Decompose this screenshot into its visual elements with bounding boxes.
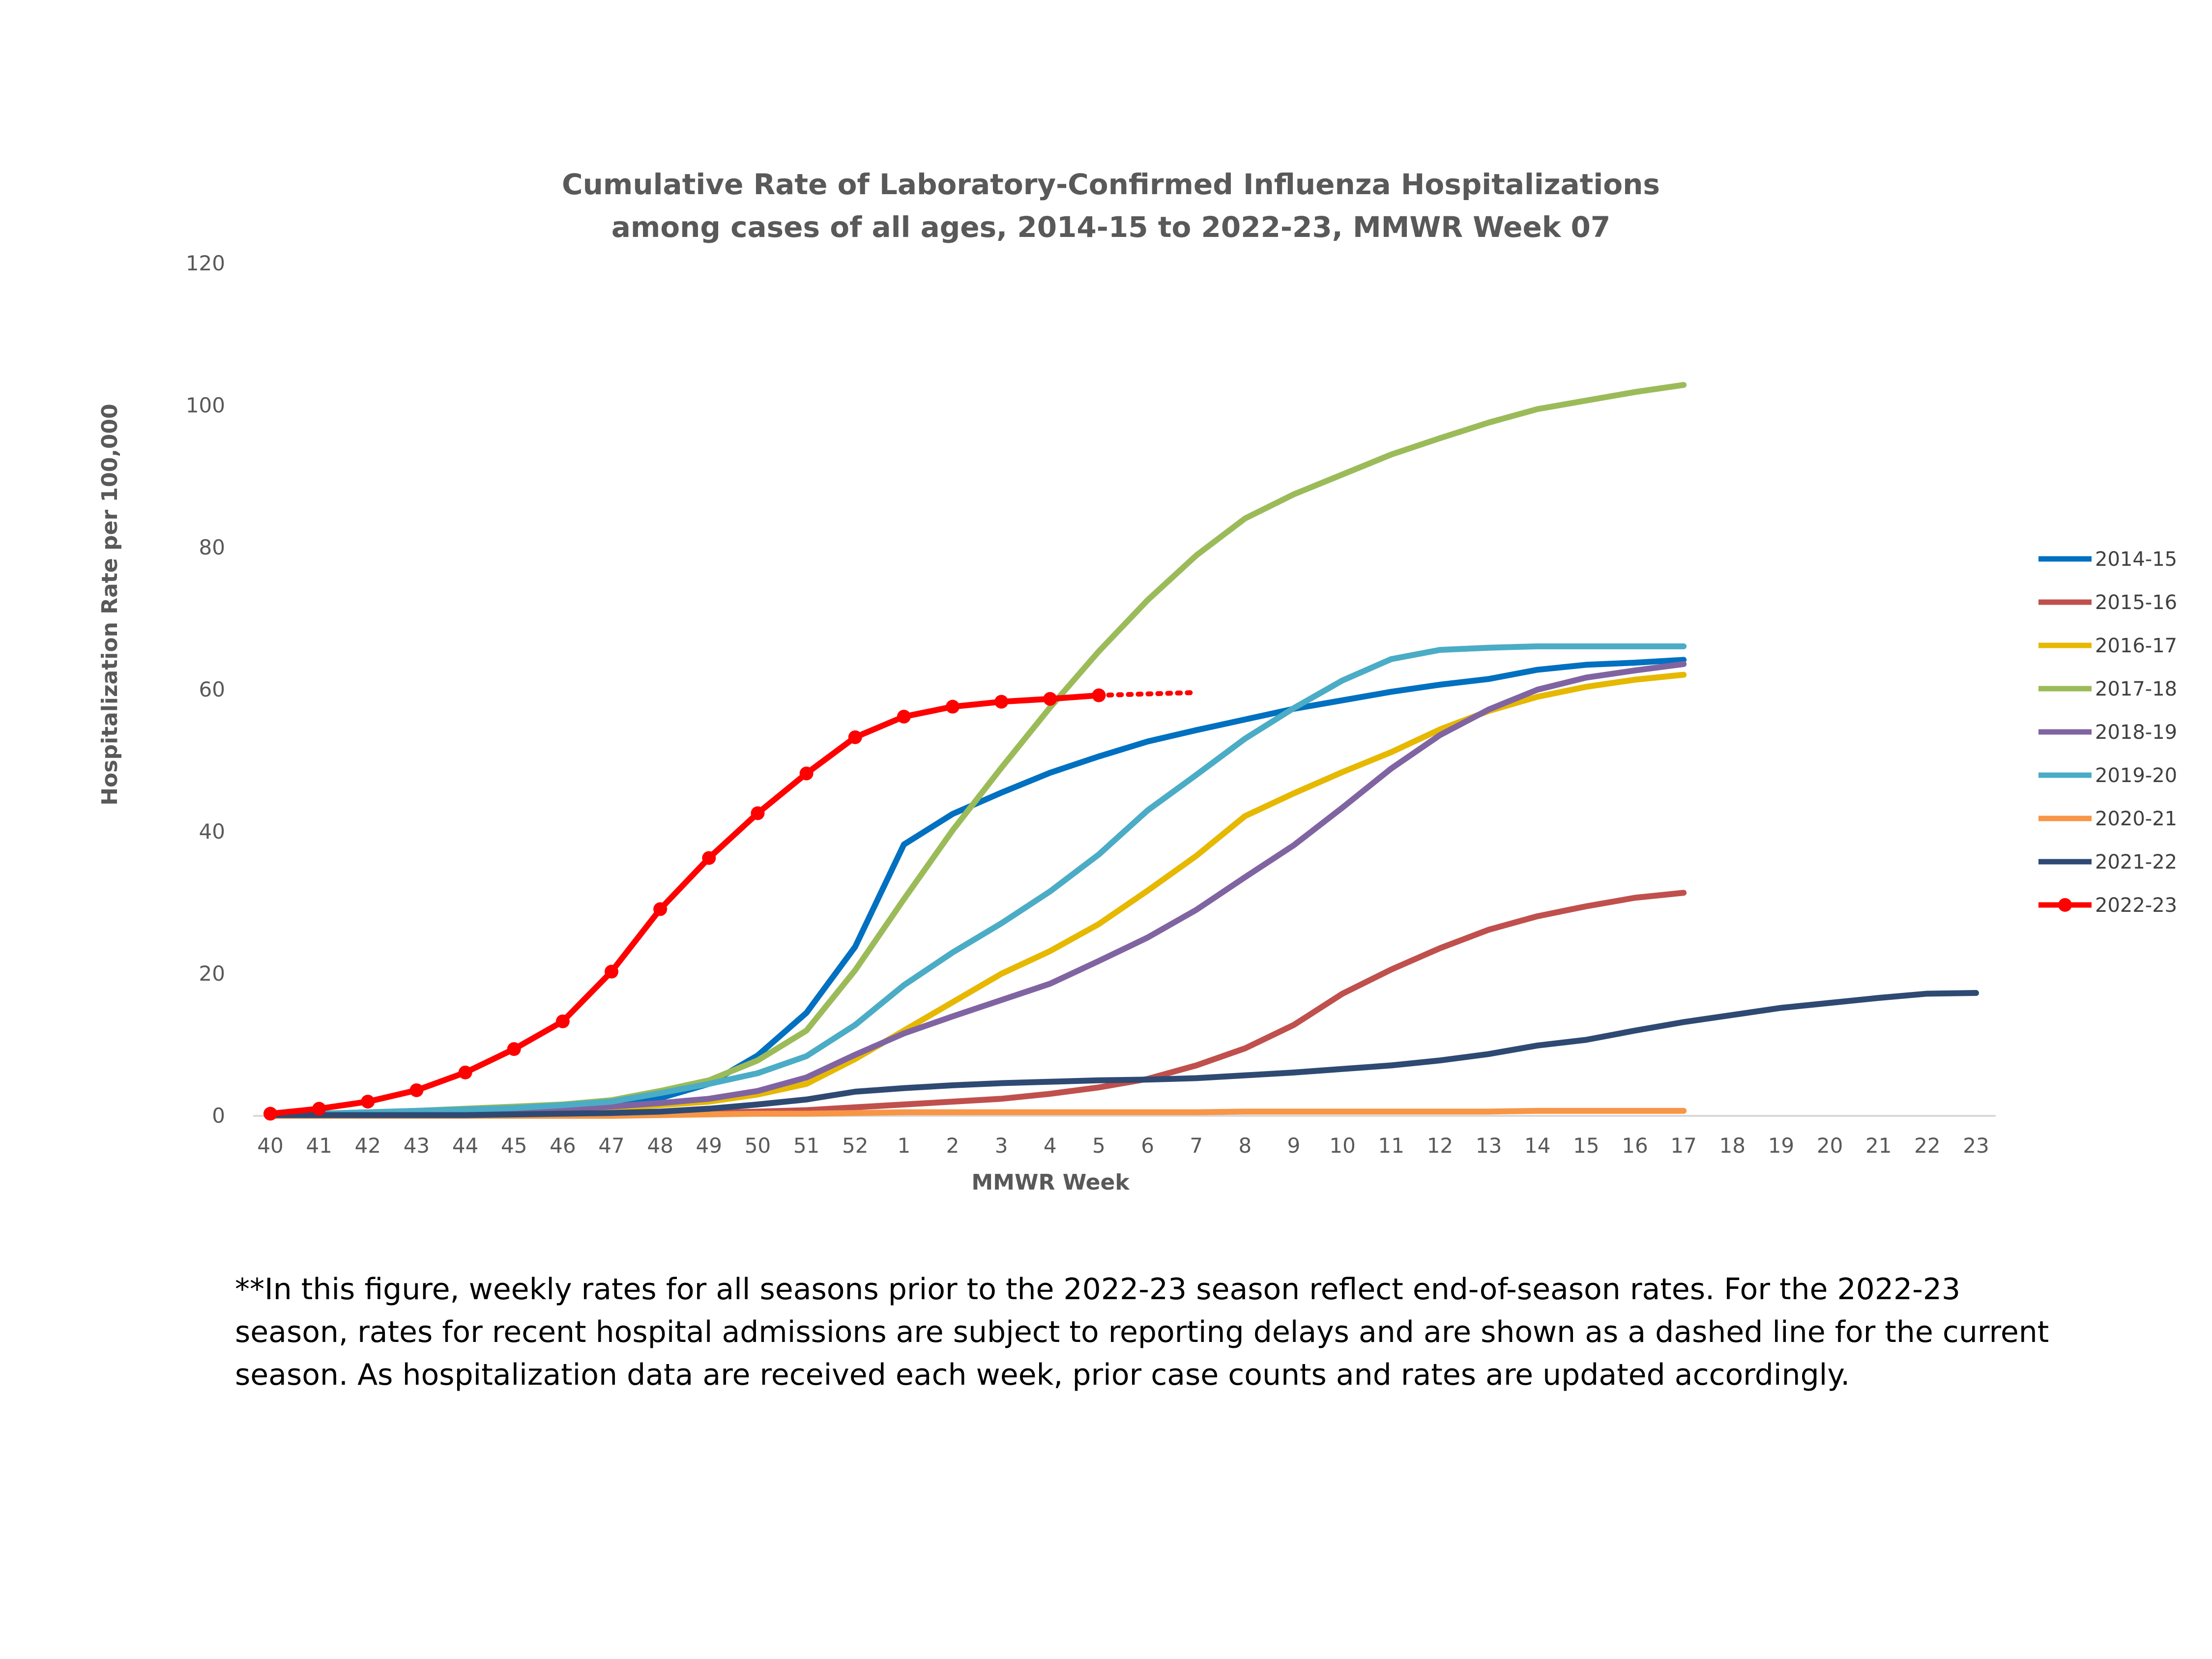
x-tick-label: 46 (550, 1134, 576, 1158)
x-tick-label: 15 (1573, 1134, 1599, 1158)
legend-label: 2018-19 (2095, 721, 2177, 744)
data-point-2022-23 (799, 766, 814, 781)
chart-title-line1: Cumulative Rate of Laboratory-Confirmed … (562, 168, 1660, 201)
x-tick-label: 47 (598, 1134, 624, 1158)
y-tick-label: 0 (212, 1104, 225, 1128)
legend-item-2020-21: 2020-21 (2038, 808, 2177, 830)
legend-label: 2021-22 (2095, 851, 2177, 873)
x-tick-label: 19 (1768, 1134, 1794, 1158)
x-tick-label: 13 (1476, 1134, 1502, 1158)
legend-label: 2016-17 (2095, 635, 2177, 657)
legend-label: 2019-20 (2095, 764, 2177, 787)
legend-item-2022-23: 2022-23 (2038, 894, 2177, 917)
x-tick-label: 7 (1190, 1134, 1203, 1158)
x-tick-label: 17 (1670, 1134, 1696, 1158)
x-tick-label: 52 (842, 1134, 868, 1158)
x-tick-label: 48 (647, 1134, 673, 1158)
x-tick-label: 42 (355, 1134, 381, 1158)
data-point-2022-23 (312, 1102, 326, 1116)
x-tick-label: 20 (1817, 1134, 1843, 1158)
x-tick-label: 50 (745, 1134, 771, 1158)
series-line-2022-23 (267, 692, 1102, 1117)
legend-item-2015-16: 2015-16 (2038, 591, 2177, 614)
x-tick-label: 41 (306, 1134, 332, 1158)
legend-label: 2015-16 (2095, 591, 2177, 614)
x-tick-label: 4 (1044, 1134, 1057, 1158)
y-tick-label: 80 (199, 535, 225, 559)
legend-label: 2014-15 (2095, 548, 2177, 571)
x-tick-label: 40 (257, 1134, 283, 1158)
legend-item-2014-15: 2014-15 (2038, 548, 2177, 571)
legend-label: 2017-18 (2095, 678, 2177, 700)
legend-item-2017-18: 2017-18 (2038, 678, 2177, 700)
legend-item-2018-19: 2018-19 (2038, 721, 2177, 744)
x-tick-label: 10 (1329, 1134, 1355, 1158)
x-tick-label: 21 (1865, 1134, 1892, 1158)
data-point-2022-23 (263, 1106, 277, 1121)
x-tick-label: 16 (1622, 1134, 1648, 1158)
y-tick-label: 40 (199, 819, 225, 844)
series-line-2018-19 (267, 661, 1687, 1118)
x-tick-label: 2 (946, 1134, 960, 1158)
data-point-2022-23 (848, 730, 862, 744)
data-point-2022-23 (946, 699, 960, 714)
footnote: **In this figure, weekly rates for all s… (235, 1272, 2049, 1392)
data-point-2022-23 (555, 1014, 570, 1028)
x-axis-label: MMWR Week (971, 1170, 1130, 1195)
y-axis-label: Hospitalization Rate per 100,000 (97, 404, 122, 806)
data-point-2022-23 (605, 964, 618, 979)
x-tick-label: 14 (1524, 1134, 1550, 1158)
data-point-2022-23 (994, 695, 1009, 709)
x-tick-label: 49 (696, 1134, 722, 1158)
series-line-2019-20 (267, 643, 1687, 1118)
x-tick-label: 51 (793, 1134, 819, 1158)
x-tick-label: 9 (1287, 1134, 1301, 1158)
data-point-2022-23 (409, 1083, 424, 1097)
legend-marker (2058, 898, 2072, 912)
data-point-2022-23 (1043, 692, 1057, 706)
y-tick-label: 20 (199, 961, 225, 986)
data-point-2022-23 (507, 1042, 521, 1056)
legend-item-2021-22: 2021-22 (2038, 851, 2177, 873)
x-tick-label: 3 (995, 1134, 1008, 1158)
x-tick-label: 6 (1141, 1134, 1154, 1158)
y-tick-label: 120 (186, 251, 225, 275)
y-tick-label: 100 (186, 393, 225, 417)
x-tick-label: 11 (1378, 1134, 1404, 1158)
data-point-2022-23 (653, 902, 668, 916)
legend-label: 2020-21 (2095, 808, 2177, 830)
x-tick-label: 23 (1963, 1134, 1989, 1158)
data-point-2022-23 (1092, 688, 1106, 702)
x-tick-label: 45 (501, 1134, 527, 1158)
series-dotted-projection-2022-23 (1096, 690, 1199, 698)
series-line-2021-22 (267, 990, 1979, 1118)
legend-item-2016-17: 2016-17 (2038, 635, 2177, 657)
chart-title-line2: among cases of all ages, 2014-15 to 2022… (611, 210, 1611, 244)
legend-label: 2022-23 (2095, 894, 2177, 917)
legend-item-2019-20: 2019-20 (2038, 764, 2177, 787)
x-tick-label: 43 (404, 1134, 430, 1158)
data-point-2022-23 (751, 806, 765, 820)
x-tick-label: 1 (897, 1134, 910, 1158)
series-line-2014-15 (267, 657, 1687, 1118)
x-tick-label: 8 (1238, 1134, 1252, 1158)
series-line-2017-18 (267, 382, 1687, 1118)
data-point-2022-23 (702, 851, 716, 865)
data-point-2022-23 (897, 709, 911, 724)
x-tick-label: 12 (1427, 1134, 1453, 1158)
y-tick-label: 60 (199, 677, 225, 701)
series-line-2016-17 (267, 671, 1687, 1118)
data-point-2022-23 (458, 1065, 472, 1079)
x-tick-label: 18 (1719, 1134, 1746, 1158)
x-tick-label: 44 (452, 1134, 478, 1158)
x-tick-label: 22 (1914, 1134, 1940, 1158)
data-point-2022-23 (361, 1095, 375, 1109)
x-tick-label: 5 (1092, 1134, 1106, 1158)
